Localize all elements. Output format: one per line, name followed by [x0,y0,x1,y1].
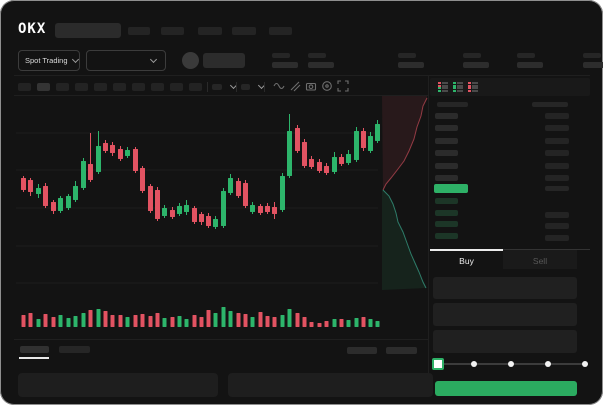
bottom-tab-indicator [19,357,49,359]
timeframe-button-8[interactable] [151,83,164,91]
ask-price-5 [435,162,458,169]
book-bids-icon[interactable] [452,81,464,93]
last-price-placeholder [203,53,245,68]
timeframe-button-2[interactable] [37,83,50,91]
stat-value-6 [583,62,603,68]
stat-label-4 [463,53,481,58]
chart-style-dropdown[interactable] [212,84,222,90]
slider-handle[interactable] [432,358,444,370]
ask-price-2 [435,125,458,132]
timeframe-button-9[interactable] [170,83,183,91]
bid-price-4 [435,232,458,239]
pair-selector-dropdown[interactable] [86,50,166,71]
ask-price-6 [435,175,458,181]
total-input[interactable] [433,330,577,353]
chevron-down-icon [71,55,79,64]
tab-sell[interactable]: Sell [532,256,548,266]
slider-stop-75pct[interactable] [545,361,551,367]
tab-buy[interactable]: Buy [459,256,474,266]
bid-amount-2 [545,211,569,218]
ask-price-3 [435,137,458,144]
stat-label-6 [583,53,601,58]
bid-price-3 [435,221,458,228]
ask-amount-1 [545,113,569,119]
timeframe-button-4[interactable] [75,83,88,91]
chevron-down-icon [149,55,158,64]
amount-input[interactable] [433,303,577,326]
stat-label-3 [398,53,416,58]
ask-amount-2 [545,125,569,132]
ask-price-1 [435,113,458,119]
spot-trading-label: Spot Trading [25,56,68,65]
timeframe-button-6[interactable] [113,83,126,91]
ask-amount-6 [545,175,569,181]
bottom-tab-1[interactable] [20,346,49,353]
bid-price-2 [435,209,458,216]
bottom-panel-left [18,373,218,397]
timeframe-button-3[interactable] [56,83,69,91]
buy-submit-button[interactable] [435,381,577,396]
ask-price-4 [435,150,458,157]
stat-value-1 [272,62,298,68]
nav-item-4[interactable] [232,27,256,35]
ask-amount-3 [545,137,569,144]
nav-item-3[interactable] [198,27,222,35]
timeframe-button-1[interactable] [18,83,31,91]
sell-tab-bg [503,250,577,269]
camera-icon[interactable] [304,79,318,93]
coin-avatar [182,52,199,69]
candlestick-chart[interactable] [14,96,428,340]
stat-value-3 [398,62,424,68]
stat-label-5 [517,53,535,58]
book-combined-icon[interactable] [437,81,449,93]
fullscreen-icon[interactable] [336,79,350,93]
ask-amount-4 [545,150,569,157]
ask-amount-5 [545,162,569,169]
timeframe-button-7[interactable] [132,83,145,91]
search-input[interactable] [55,23,121,38]
slider-stop-25pct[interactable] [471,361,477,367]
orderbook-last-amount [545,186,569,191]
okx-logo[interactable]: OKX [18,21,47,37]
slider-stop-100pct[interactable] [582,361,588,367]
interval-dropdown[interactable] [241,84,250,90]
stat-value-4 [463,62,489,68]
price-input[interactable] [433,277,577,299]
spot-trading-dropdown[interactable]: Spot Trading [18,50,80,71]
stat-label-1 [272,53,290,58]
bid-amount-3 [545,223,569,230]
bid-amount-4 [545,234,569,241]
orderbook-last-price-bar[interactable] [434,184,468,193]
bottom-panel-right [228,373,433,397]
active-tab-indicator [430,249,503,251]
nav-item-2[interactable] [161,27,184,35]
timeframe-button-5[interactable] [94,83,107,91]
bid-price-1 [435,198,458,204]
orderbook-col-price [437,102,468,107]
bottom-action-2[interactable] [386,347,417,354]
orderbook-col-amount [532,102,568,107]
bottom-tab-2[interactable] [59,346,90,353]
timeframe-button-10[interactable] [189,83,202,91]
bottom-action-1[interactable] [347,347,377,354]
settings-icon[interactable] [320,79,334,93]
book-asks-icon[interactable] [467,81,479,93]
slider-stop-50pct[interactable] [508,361,514,367]
stat-value-2 [308,62,334,68]
nav-item-1[interactable] [128,27,150,35]
nav-item-5[interactable] [269,27,292,35]
stat-label-2 [308,53,326,58]
stat-value-5 [517,62,543,68]
wave-icon[interactable] [272,79,286,93]
brush-icon[interactable] [288,79,302,93]
